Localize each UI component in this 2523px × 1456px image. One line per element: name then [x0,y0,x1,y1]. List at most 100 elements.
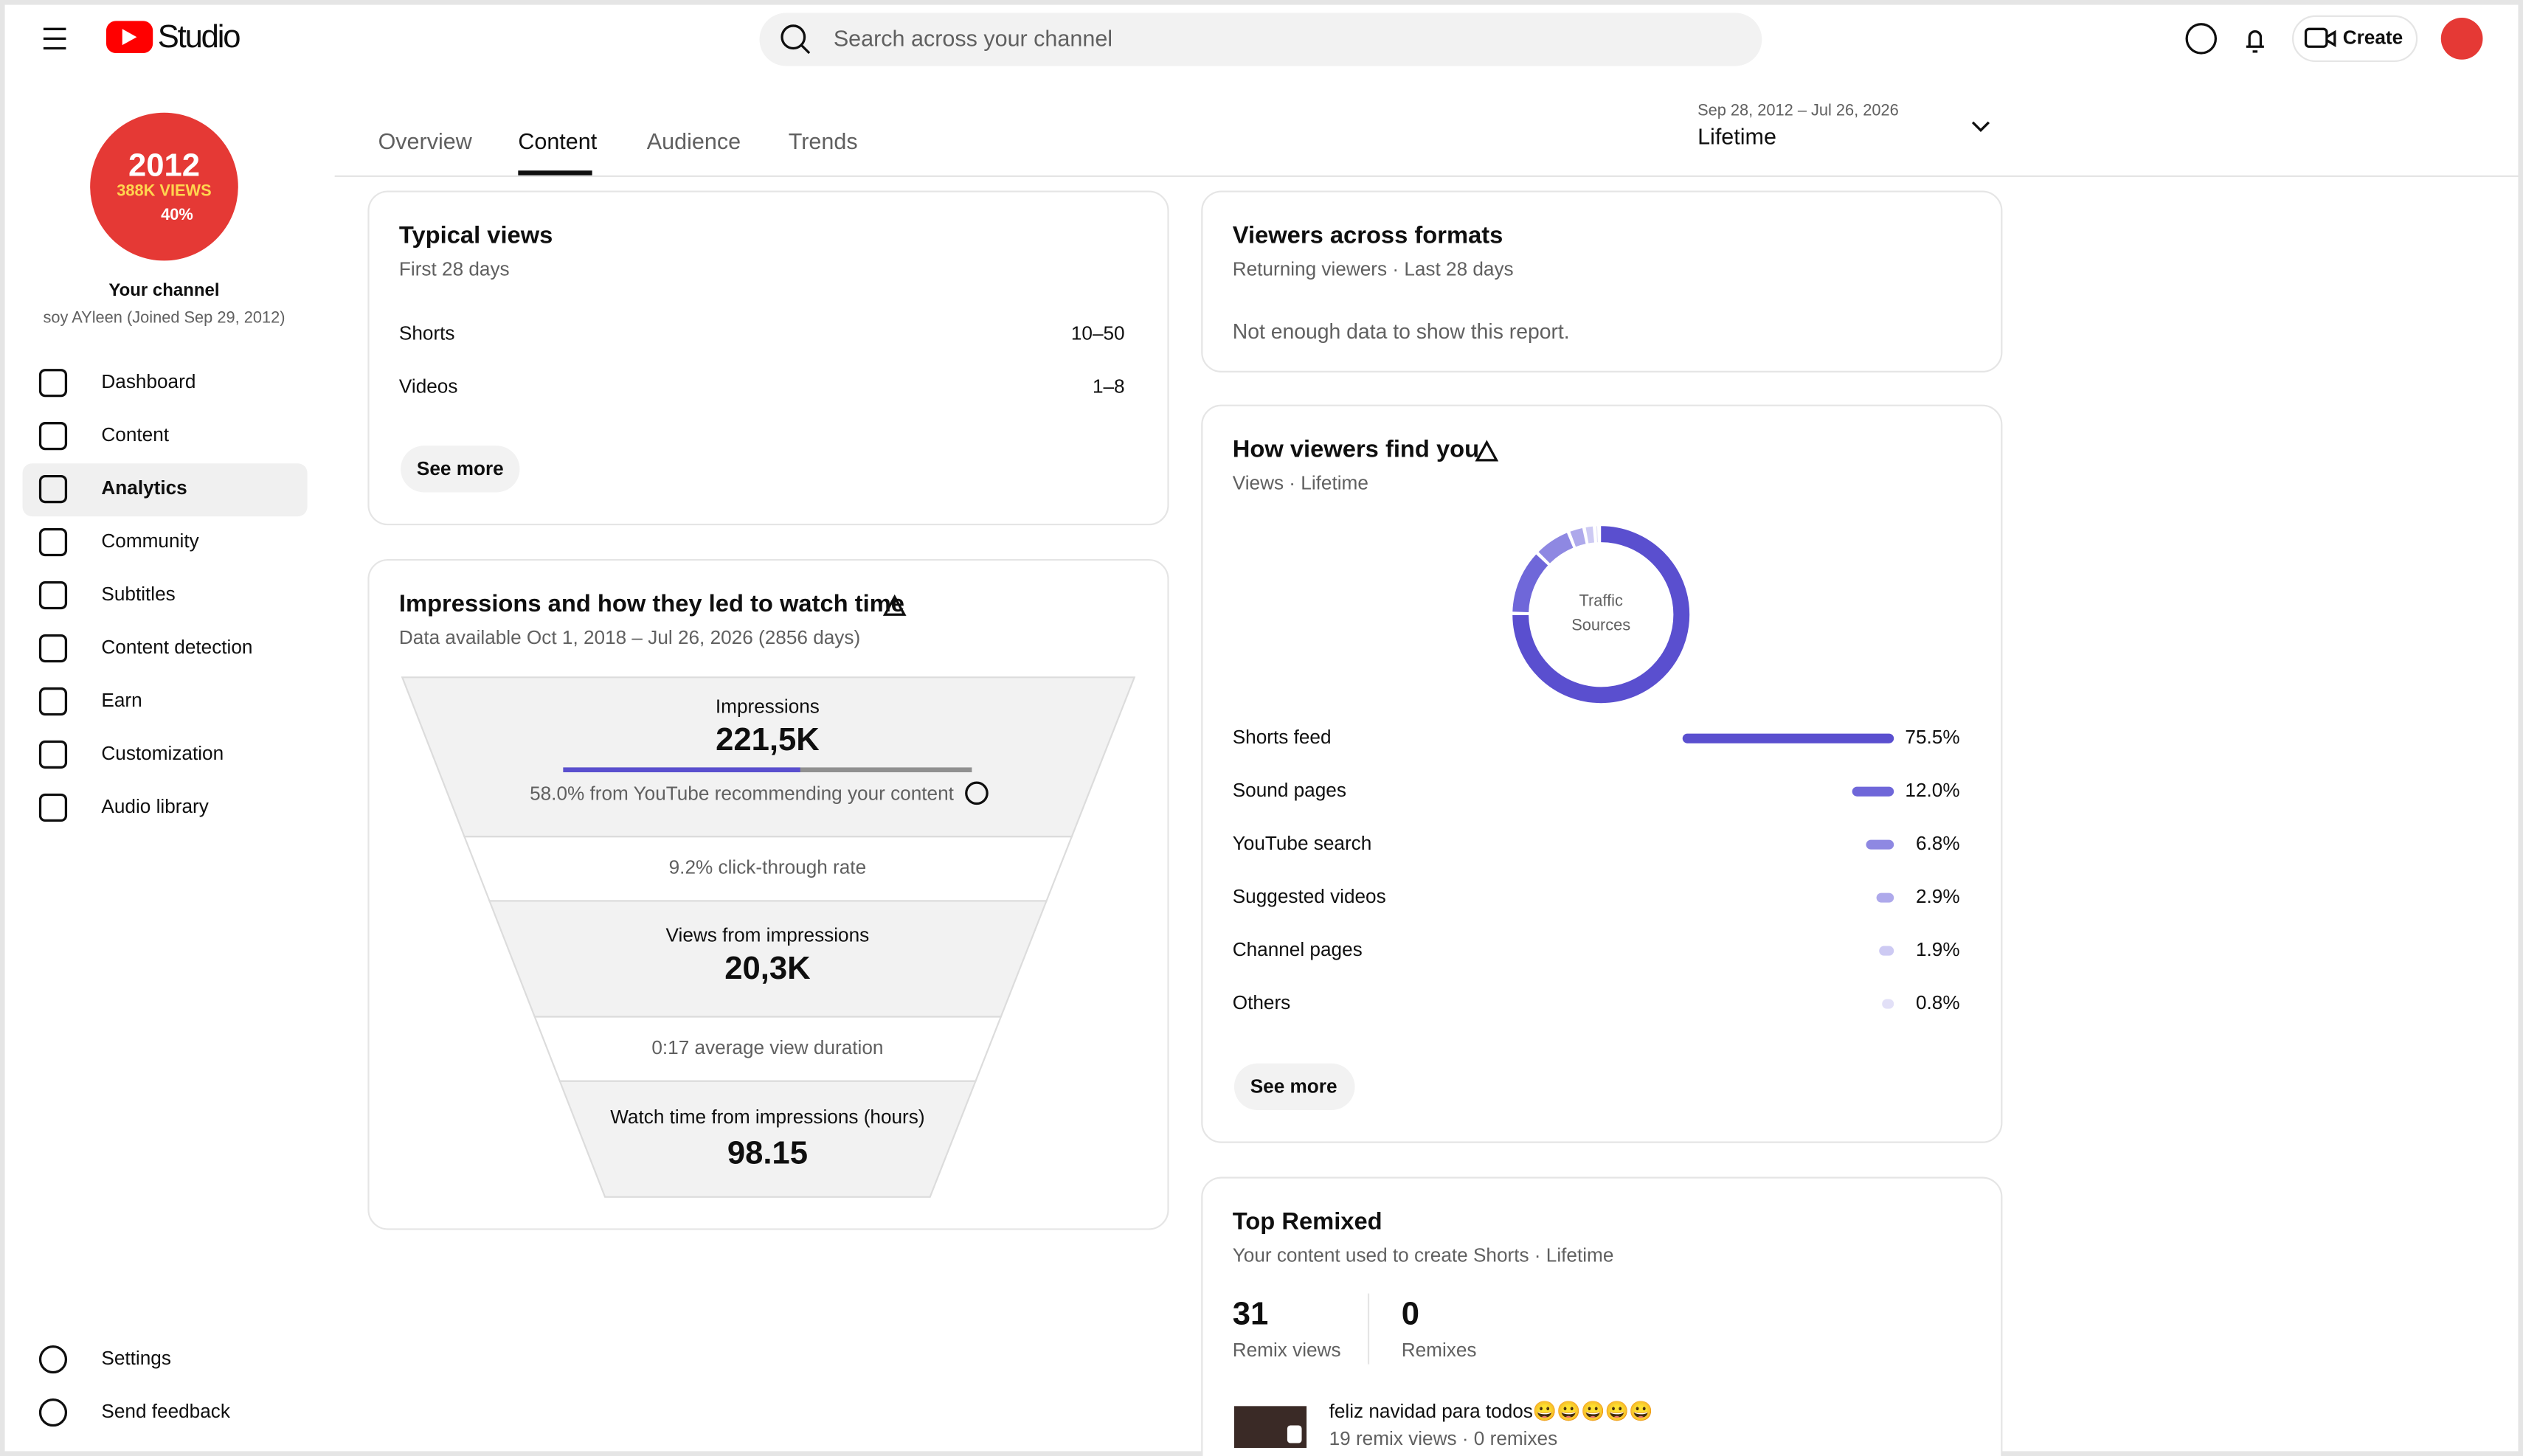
source-value: 0.8% [1916,991,1960,1013]
card-subtitle: First 28 days [399,257,510,280]
tab[interactable]: Content [518,129,597,154]
nav-item[interactable]: Analytics [101,476,187,499]
funnel-label: Watch time from impressions (hours) [610,1106,924,1128]
search-icon [781,24,806,50]
channel-label: Your channel [108,280,219,300]
item-title[interactable]: feliz navidad para todos😀😀😀😀😀 [1329,1400,1653,1422]
nav-item[interactable]: Content detection [101,636,252,658]
nav-item[interactable]: Customization [101,742,224,764]
card-subtitle: Views · Lifetime [1233,471,1368,493]
nav-item[interactable]: Settings [101,1347,171,1369]
see-more-button[interactable] [401,446,520,493]
avatar-pct: 40% [161,205,193,223]
nav-item[interactable]: Content [101,423,169,446]
item-meta: 19 remix views · 0 remixes [1329,1427,1558,1449]
source-name: Sound pages [1233,779,1346,801]
source-value: 6.8% [1916,832,1960,854]
nav-item[interactable]: Send feedback [101,1400,230,1422]
warning-icon [882,594,907,616]
tab[interactable]: Audience [647,129,741,154]
channel-name: soy AYleen (Joined Sep 29, 2012) [43,308,285,327]
card [367,190,1169,526]
date-label[interactable]: Lifetime [1697,125,1776,150]
source-name: Suggested videos [1233,885,1386,907]
logo-play [122,29,137,46]
nav-icon [38,740,68,769]
funnel-rate: 9.2% click-through rate [669,856,867,878]
source-name: Channel pages [1233,938,1363,960]
avatar-views: 388K VIEWS [117,181,211,199]
search-box[interactable] [759,13,1762,66]
card-subtitle: Your content used to create Shorts · Lif… [1233,1244,1614,1266]
funnel-value: 98.15 [727,1136,808,1171]
warning-icon [1475,440,1499,462]
row-label: Videos [399,375,458,398]
share-bar [563,767,800,772]
source-value: 75.5% [1905,726,1959,748]
source-name: Others [1233,991,1291,1013]
funnel-label: Views from impressions [666,923,870,946]
funnel-rate: 0:17 average view duration [651,1036,883,1058]
nav-icon [38,369,68,398]
notifications-button[interactable] [2246,30,2264,53]
nav-icon [38,1398,68,1427]
help-button[interactable] [2185,23,2218,55]
nav-item[interactable]: Audio library [101,795,209,817]
tab-underline [518,170,592,176]
card-subtitle: Data available Oct 1, 2018 – Jul 26, 202… [399,626,860,648]
card [1201,1176,2003,1456]
nav-icon [38,687,68,716]
donut-segment [1512,526,1690,704]
funnel [401,676,1136,1198]
nav-item[interactable]: Earn [101,689,142,711]
create-label: Create [2343,26,2403,48]
funnel-value: 20,3K [724,951,811,986]
nav-icon [38,422,68,451]
source-value: 1.9% [1916,938,1960,960]
nav: Dashboard Content Analytics Community Subtit… [38,369,252,1427]
nav-icon [38,1345,68,1374]
card [1201,190,2003,372]
source-name: Shorts feed [1233,726,1332,748]
card-title: Viewers across formats [1233,221,1503,248]
see-more-button[interactable] [1233,1063,1355,1111]
nav-icon [38,793,68,822]
source-name: YouTube search [1233,832,1372,854]
nav-active [22,463,308,517]
card-title: Top Remixed [1233,1207,1382,1234]
stat-label: Remix views [1233,1339,1341,1361]
row-value: 10–50 [1071,322,1125,344]
donut-label: Sources [1571,615,1630,634]
funnel-value: 221,5K [716,722,820,758]
card-subtitle: Returning viewers · Last 28 days [1233,257,1514,280]
nav-icon [38,580,68,610]
stat-label: Remixes [1402,1339,1477,1361]
date-dropdown[interactable] [1971,121,1990,133]
tab[interactable]: Overview [378,129,473,154]
nav-item[interactable]: Subtitles [101,583,175,605]
card-title: How viewers find you [1233,434,1479,462]
search-placeholder: Search across your channel [834,27,1112,52]
card-title: Impressions and how they led to watch ti… [399,589,904,617]
tab[interactable]: Trends [789,129,858,154]
menu-button[interactable] [43,27,66,50]
nav-item[interactable]: Community [101,530,199,552]
card [1201,404,2003,1143]
channel-avatar[interactable] [90,112,238,261]
source-value: 2.9% [1916,885,1960,907]
create-button[interactable] [2292,15,2418,63]
tabs: Overview Content Audience Trends [378,129,858,154]
avatar-year: 2012 [128,148,200,183]
nav-icon [38,634,68,663]
donut-label: Traffic [1579,592,1623,610]
card-message: Not enough data to show this report. [1233,320,1570,344]
info-icon[interactable] [965,781,989,805]
share-text: 58.0% from YouTube recommending your con… [530,782,955,804]
account-avatar[interactable] [2440,18,2483,60]
donut [1512,526,1690,704]
funnel-label: Impressions [716,696,820,718]
source-value: 12.0% [1905,779,1959,801]
nav-item[interactable]: Dashboard [101,370,195,392]
